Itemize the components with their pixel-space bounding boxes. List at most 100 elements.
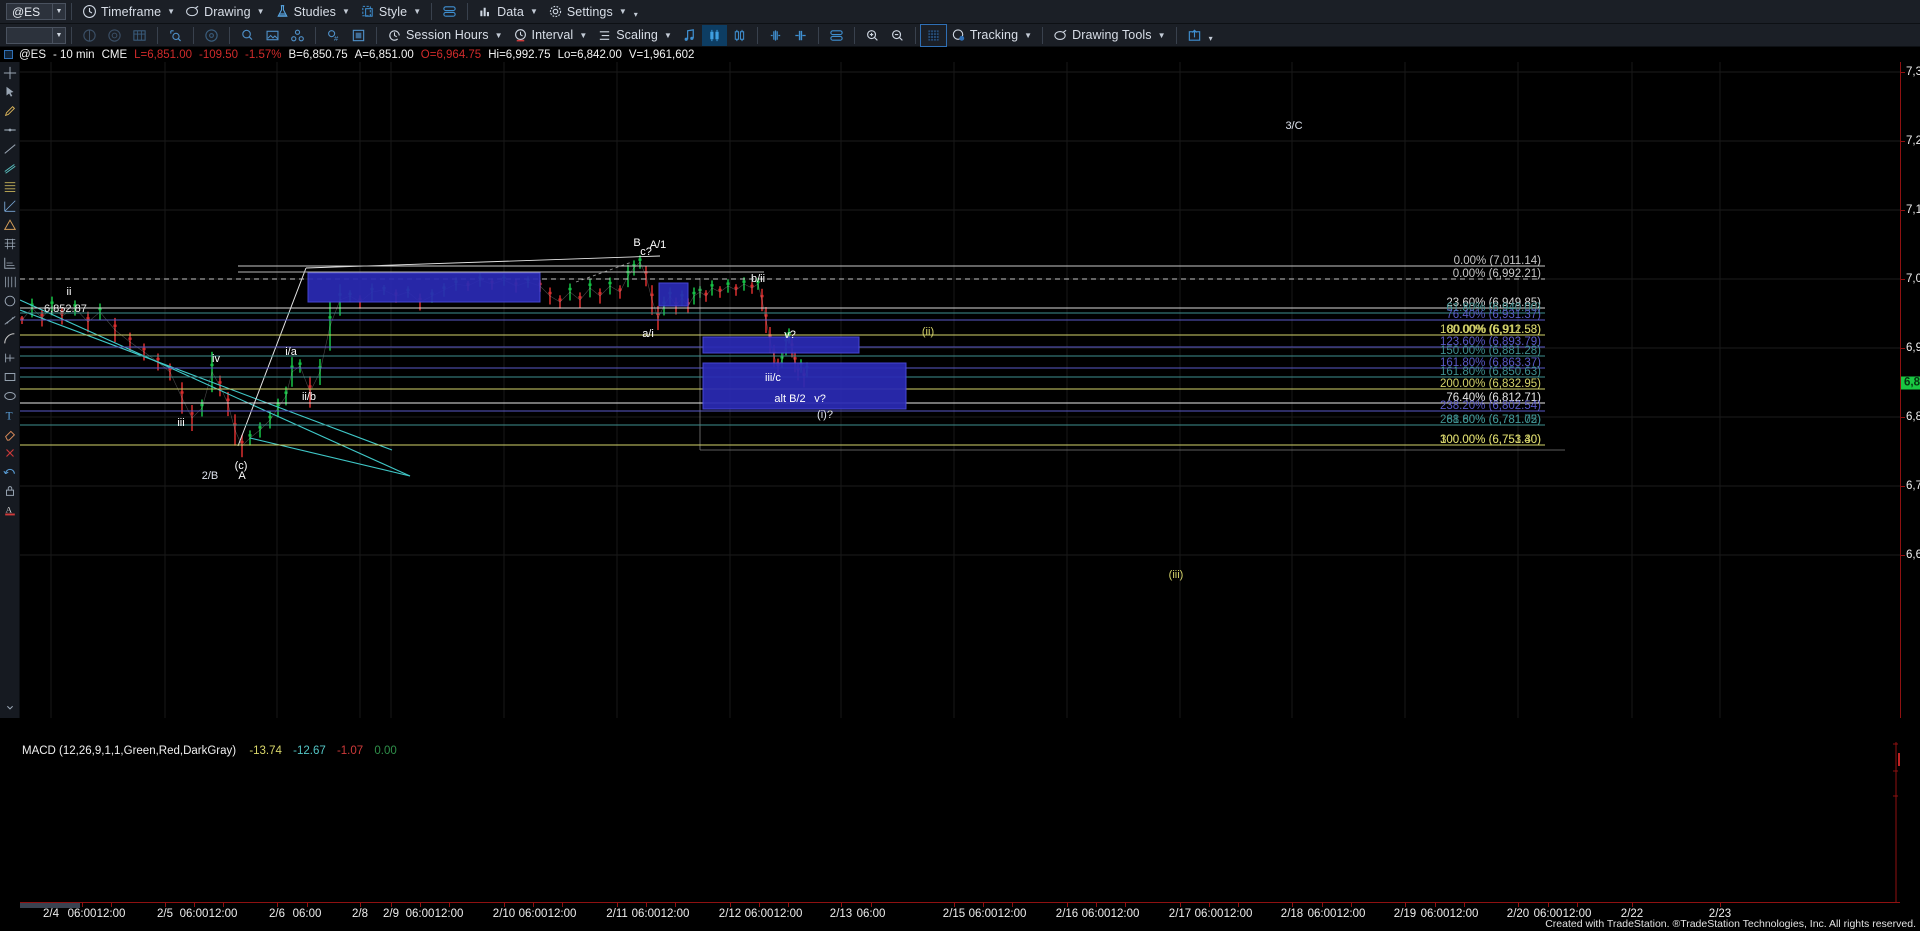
wave-label[interactable]: ii (67, 286, 72, 298)
zoom-region-button[interactable] (163, 25, 188, 46)
wave-label[interactable]: A/1 (650, 239, 667, 251)
table-button[interactable] (127, 25, 152, 46)
drawing-menu[interactable]: Drawing ▼ (180, 1, 269, 22)
crosshair-pointer-icon[interactable] (2, 65, 18, 81)
layout-dropdown-icon[interactable]: ▼ (52, 27, 65, 43)
wave-label[interactable]: iv (212, 353, 220, 365)
target-button[interactable] (199, 25, 224, 46)
annotation-rectangle[interactable] (658, 282, 689, 307)
wave-label[interactable]: A (238, 470, 246, 482)
price-axis[interactable]: 7,300.00 7,200.00 7,100.00 7,000.00 6,900.00… (1900, 62, 1920, 718)
wave-label[interactable]: ii/b (302, 391, 316, 403)
chevron-down-icon[interactable]: ▼ (663, 30, 672, 40)
candle-up-button[interactable] (701, 24, 727, 46)
cycle-icon[interactable] (2, 293, 18, 309)
symbol-dropdown-icon[interactable]: ▼ (52, 4, 65, 19)
wave-label[interactable]: (iii) (1169, 569, 1184, 581)
tracking-menu[interactable]: Tracking ▼ (946, 25, 1037, 46)
arrow-select-icon[interactable] (2, 84, 18, 100)
rectangle-icon[interactable] (2, 369, 18, 385)
font-color-icon[interactable]: A (2, 502, 18, 518)
studies-menu[interactable]: Studies ▼ (270, 1, 355, 22)
share-button[interactable] (285, 25, 310, 46)
wave-label[interactable]: B (633, 237, 640, 249)
lock-drawing-icon[interactable] (2, 483, 18, 499)
timeframe-menu[interactable]: Timeframe ▼ (77, 1, 180, 22)
chevron-down-icon[interactable]: ▼ (529, 7, 538, 16)
macd-panel[interactable]: 30.0010.00-10.00-30.00-13.74 (20, 742, 1900, 902)
chevron-down-icon[interactable]: ▼ (618, 7, 627, 16)
triangle-icon[interactable] (2, 217, 18, 233)
fib-timezone-icon[interactable] (2, 274, 18, 290)
style-menu[interactable]: Style ▼ (355, 1, 426, 22)
layout-input[interactable]: ▼ (6, 26, 66, 44)
pencil-icon[interactable] (2, 103, 18, 119)
chevron-down-icon[interactable]: ▼ (494, 30, 503, 40)
wave-label[interactable]: v? (784, 329, 796, 341)
toolbar-overflow-icon[interactable]: ▾ (633, 10, 638, 19)
chevron-down-icon[interactable]: ▼ (1157, 30, 1166, 40)
candle-down-button[interactable] (727, 25, 752, 46)
wave-label[interactable]: 2/B (202, 470, 219, 482)
fib-extension-icon[interactable] (2, 255, 18, 271)
snapshot-button[interactable] (260, 25, 285, 46)
price-chart-canvas[interactable]: 0.00% (7,011.14)0.00% (6,992.21) 23.60% (… (20, 62, 1900, 718)
settings-hash-button[interactable]: # (321, 25, 346, 46)
wave-label[interactable]: c? (640, 246, 652, 258)
text-tool-icon[interactable]: T (2, 407, 18, 423)
annotation-rectangle[interactable] (307, 272, 541, 303)
wave-label[interactable]: 3/C (1285, 120, 1302, 132)
chevron-down-icon[interactable]: ▼ (341, 7, 350, 16)
wave-label[interactable]: v? (814, 393, 826, 405)
panel-button[interactable] (824, 25, 849, 46)
annotation-rectangle[interactable] (702, 362, 907, 410)
andrews-pitchfork-icon[interactable] (2, 350, 18, 366)
price-chart-panel[interactable]: 0.00% (7,011.14) 0.00% (6,992.21) 23.60% (… (20, 62, 1900, 718)
layout-split-button[interactable] (437, 1, 462, 22)
wave-label[interactable]: (c) (235, 460, 248, 472)
bar-spacing-button[interactable] (763, 25, 788, 46)
chevron-down-icon[interactable]: ▼ (1024, 30, 1033, 40)
horizontal-scrollbar[interactable] (20, 903, 80, 908)
gann-fan-icon[interactable] (2, 198, 18, 214)
settings-menu[interactable]: Settings ▼ (543, 1, 632, 22)
compare-button[interactable] (77, 25, 102, 46)
wave-label[interactable]: (ii) (922, 326, 934, 338)
export-button[interactable] (1182, 25, 1207, 46)
wave-label[interactable]: iii (177, 417, 184, 429)
drawing-tools-menu[interactable]: Drawing Tools ▼ (1048, 25, 1171, 46)
undo-drawing-icon[interactable] (2, 464, 18, 480)
chevron-down-icon[interactable]: ▼ (256, 7, 265, 16)
horizontal-line-icon[interactable] (2, 122, 18, 138)
magnify-hand-button[interactable] (235, 25, 260, 46)
trend-line-icon[interactable] (2, 141, 18, 157)
collapse-icon[interactable] (2, 700, 18, 716)
chevron-down-icon[interactable]: ▼ (167, 7, 176, 16)
notes-button[interactable] (677, 25, 702, 46)
regression-icon[interactable] (2, 312, 18, 328)
wave-label[interactable]: a/i (642, 328, 654, 340)
data-menu[interactable]: Data ▼ (473, 1, 543, 22)
arc-icon[interactable] (2, 331, 18, 347)
symbol-input[interactable]: @ES ▼ (6, 3, 66, 20)
radar-button[interactable] (102, 25, 127, 46)
ellipse-icon[interactable] (2, 388, 18, 404)
fib-retracement-icon[interactable] (2, 179, 18, 195)
secondary-toolbar[interactable]: ▼ # Session Hours ▼ Interval ▼ Scaling ▼ (0, 23, 1920, 47)
fib-grid-icon[interactable] (2, 236, 18, 252)
main-toolbar[interactable]: @ES ▼ Timeframe ▼ Drawing ▼ Studies ▼ St… (0, 0, 1920, 24)
grid-button[interactable] (919, 23, 947, 47)
wave-label[interactable]: (i)? (817, 409, 833, 421)
wave-label[interactable]: i/a (285, 346, 298, 358)
chevron-down-icon[interactable]: ▼ (579, 30, 588, 40)
time-axis[interactable]: 2/4 06:00 12:00 2/5 06:00 12:00 2/6 06:00 2/8 2/9… (20, 902, 1900, 922)
bar-width-button[interactable] (788, 25, 813, 46)
zoom-in-button[interactable] (860, 25, 885, 46)
scaling-menu[interactable]: Scaling ▼ (592, 25, 677, 46)
wave-label[interactable]: alt B/2 (774, 393, 805, 405)
toolbar-overflow-icon[interactable]: ▾ (1208, 33, 1213, 43)
eraser-icon[interactable] (2, 426, 18, 442)
interval-menu[interactable]: Interval ▼ (508, 25, 593, 46)
window-button[interactable] (346, 25, 371, 46)
